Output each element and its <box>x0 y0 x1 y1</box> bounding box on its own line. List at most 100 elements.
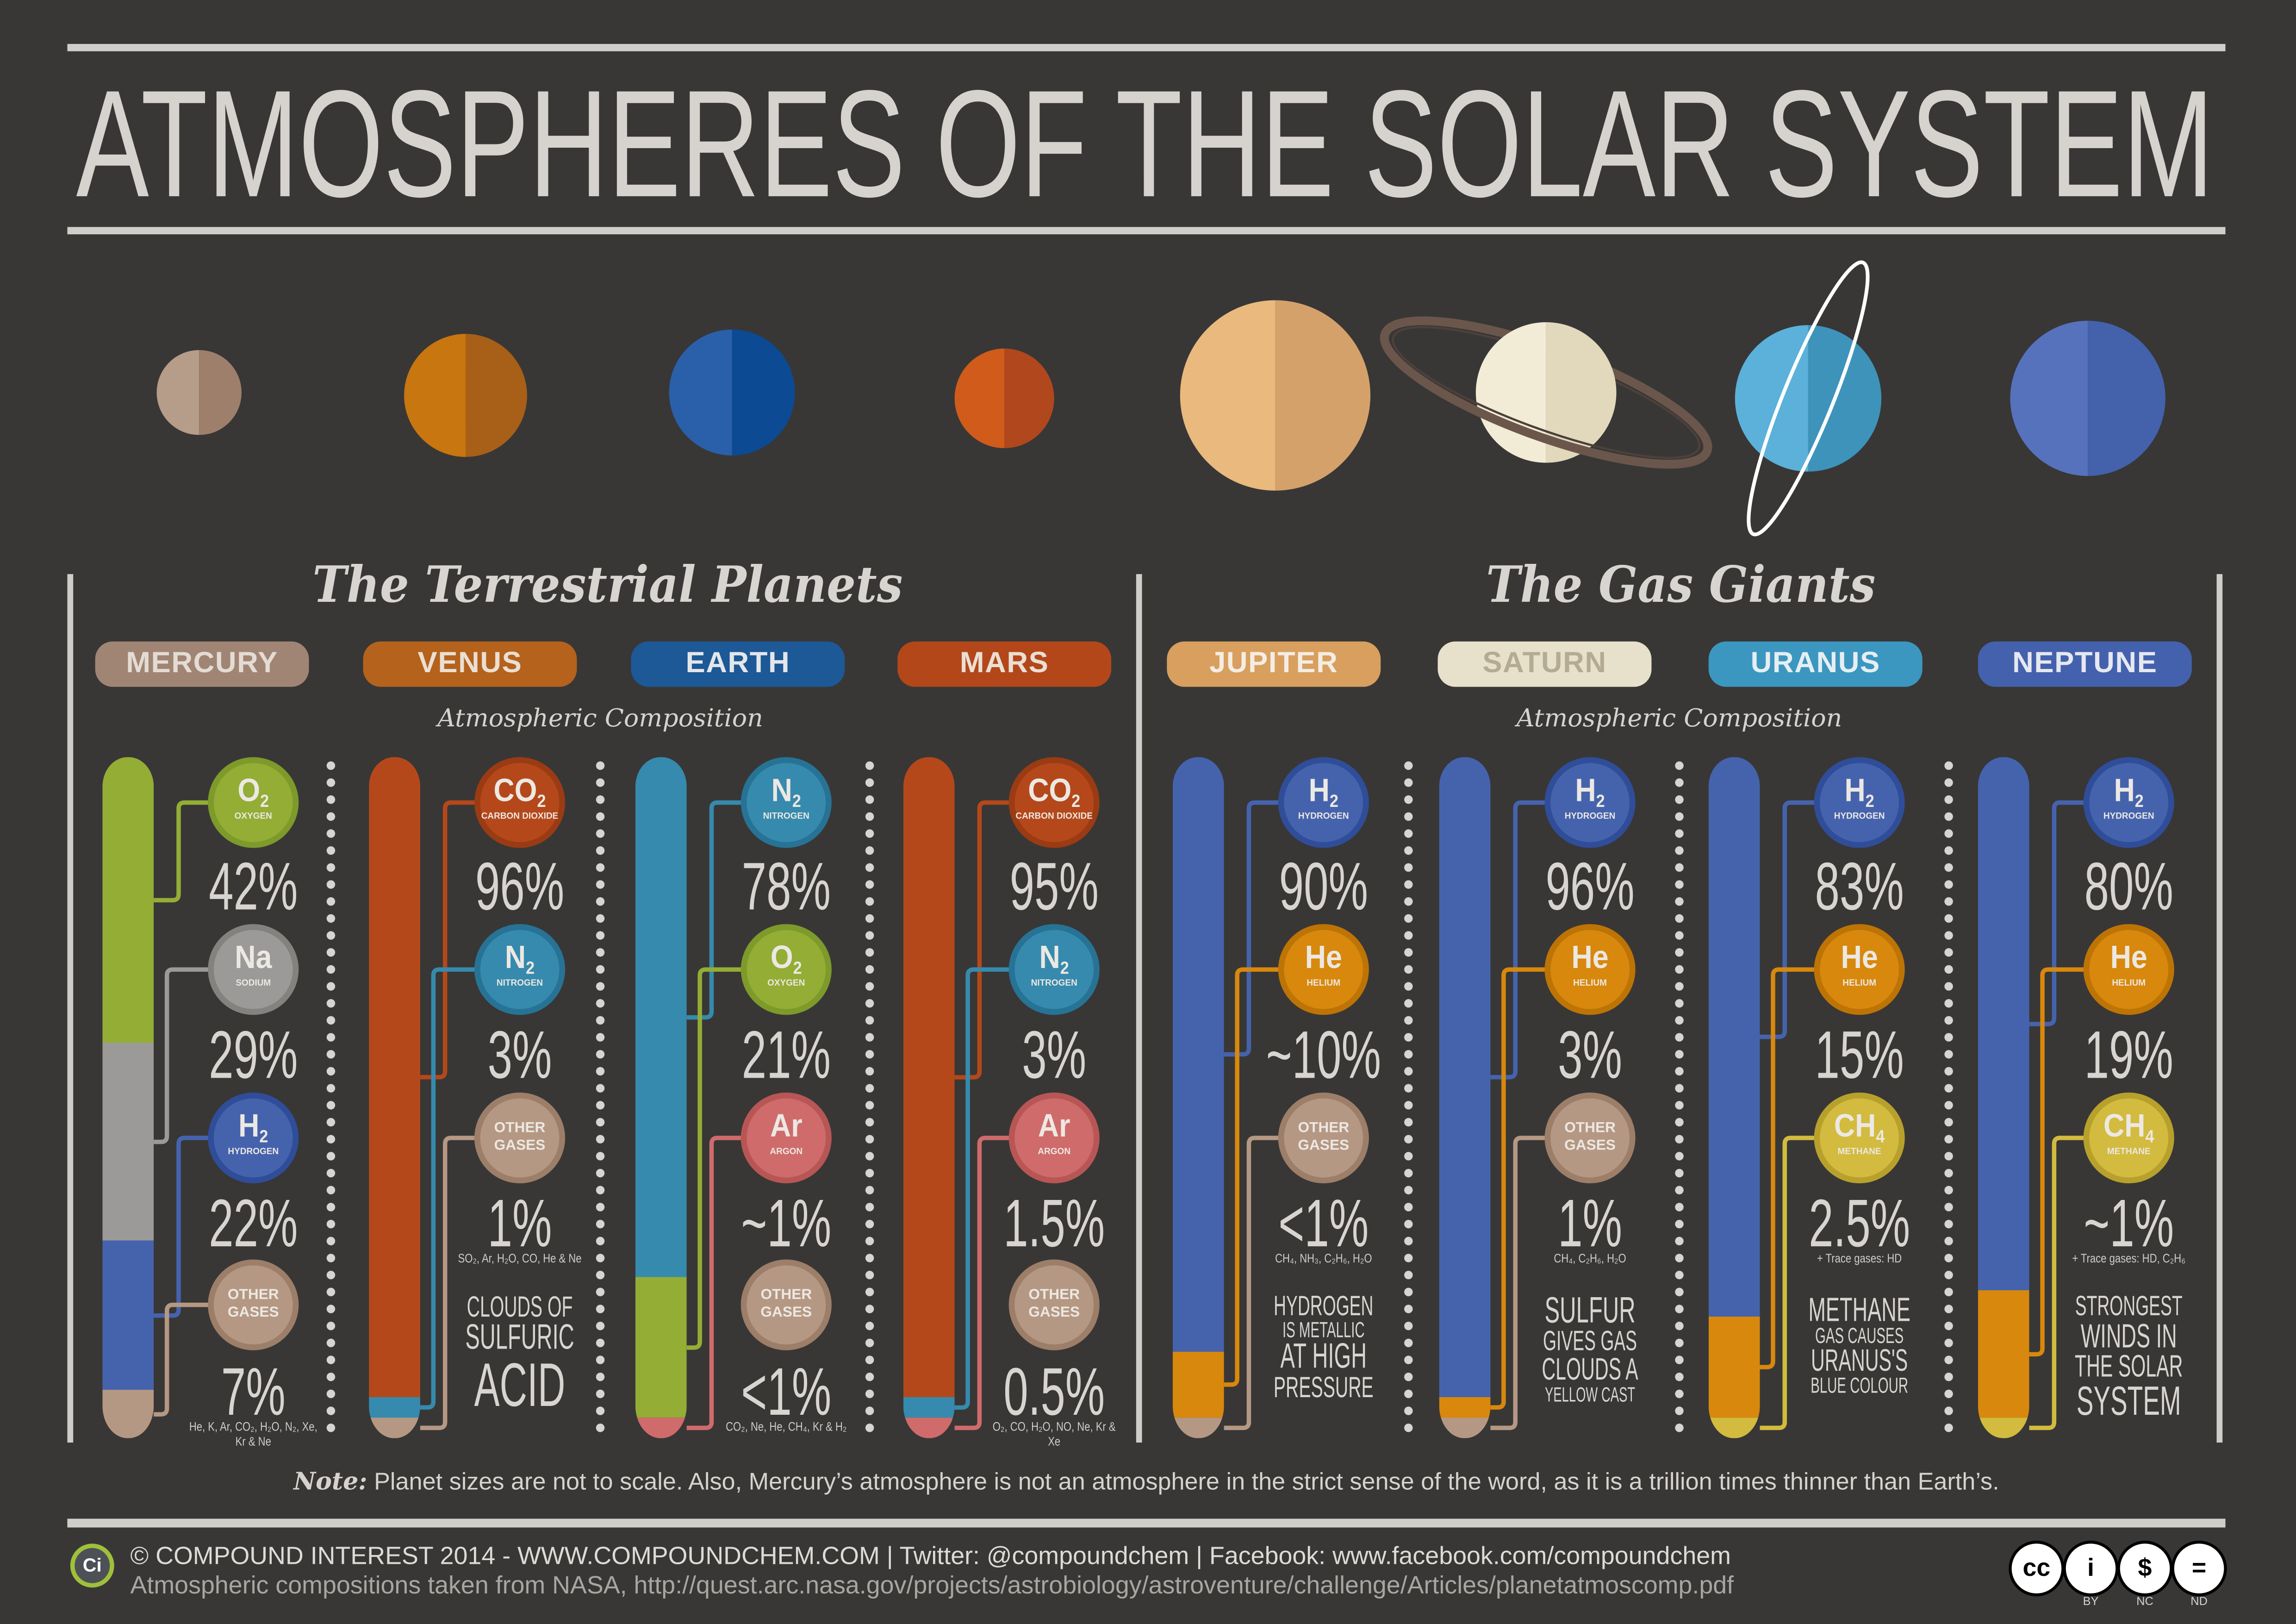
bar-segment-h2 <box>1708 757 1760 1318</box>
planet-label-mars: MARS <box>897 641 1112 687</box>
gas-symbol: He <box>1555 941 1626 974</box>
license-label: BY <box>2083 1595 2099 1608</box>
planet-venus <box>404 334 527 457</box>
gas-name: HELIUM <box>2112 980 2146 989</box>
gas-bubble-other: OTHER GASES <box>1278 1092 1369 1184</box>
gas-symbol-text: N <box>504 938 526 975</box>
footer-credit: © COMPOUND INTEREST 2014 - WWW.COMPOUNDC… <box>130 1542 1731 1570</box>
gas-name: OXYGEN <box>767 980 805 989</box>
gas-name: HYDROGEN <box>1298 812 1349 822</box>
bar-segment-na <box>102 1043 154 1242</box>
terrestrial-heading: The Terrestrial Planets <box>312 556 903 615</box>
gas-bubble-ar: Ar ARGON <box>1008 1092 1100 1184</box>
footer-source: Atmospheric compositions taken from NASA… <box>130 1571 1734 1599</box>
gas-symbol-subscript: 2 <box>2134 791 2144 812</box>
gas-name: OXYGEN <box>234 812 272 822</box>
gas-name: OTHER GASES <box>1298 1120 1350 1154</box>
planet-label-mercury: MERCURY <box>95 641 309 687</box>
gas-name: METHANE <box>2107 1148 2151 1157</box>
fact-line: SULFUR <box>1544 1290 1636 1331</box>
gas-bubble-o2: O2 OXYGEN <box>740 924 832 1015</box>
connector-other <box>1490 1136 1546 1430</box>
fact-line: THE SOLAR <box>2074 1350 2183 1384</box>
planet-label-jupiter: JUPITER <box>1167 641 1381 687</box>
planet-fact: CLOUDS OF SULFURIC ACID <box>452 1293 588 1415</box>
gas-symbol-text: He <box>1841 938 1878 975</box>
gas-symbol-subscript: 2 <box>1060 957 1069 979</box>
gas-symbol-subscript: 2 <box>793 957 802 979</box>
gas-symbol-subscript: 2 <box>1865 791 1874 812</box>
gas-bubble-co2: CO2 CARBON DIOXIDE <box>474 757 566 848</box>
planet-label-earth: EARTH <box>631 641 845 687</box>
section-divider-middle <box>1136 574 1142 1443</box>
gas-name: CARBON DIOXIDE <box>481 812 559 822</box>
gas-symbol-subscript: 2 <box>1071 791 1081 812</box>
gas-percentage: 80% <box>2084 848 2173 924</box>
gas-symbol: He <box>1288 941 1359 974</box>
gas-percentage: 96% <box>475 848 565 924</box>
connector-ch4 <box>2029 1136 2085 1430</box>
bar-segment-he <box>1439 1397 1491 1418</box>
license-icon-nc: $ <box>2117 1541 2173 1597</box>
gas-name: HELIUM <box>1307 980 1341 989</box>
gas-name: HYDROGEN <box>1564 812 1616 822</box>
bar-segment-other <box>102 1390 154 1438</box>
terrestrial-subheading: Atmospheric Composition <box>437 704 763 734</box>
connector-he <box>2029 967 2085 1357</box>
gas-name: HELIUM <box>1842 980 1877 989</box>
fact-line: WINDS IN <box>2080 1317 2177 1355</box>
gas-percentage: 1.5% <box>1003 1185 1105 1261</box>
gas-symbol: N2 <box>1019 941 1090 977</box>
gas-symbol: CH4 <box>2093 1109 2165 1145</box>
fact-line: IS METALLIC <box>1282 1318 1365 1343</box>
planet-saturn <box>1475 322 1617 463</box>
bar-segment-o2 <box>102 757 154 1044</box>
gas-name: OTHER GASES <box>494 1120 546 1154</box>
connector-ar <box>954 1136 1010 1430</box>
bar-segment-he <box>1978 1291 2029 1418</box>
gas-symbol-text: Ar <box>770 1107 803 1144</box>
gas-percentage: 2.5% <box>1809 1185 1910 1261</box>
gas-name: NITROGEN <box>763 812 809 822</box>
planet-uranus <box>1735 325 1882 472</box>
bar-segment-n2 <box>635 757 687 1279</box>
gas-percentage: 96% <box>1545 848 1635 924</box>
gas-bubble-n2: N2 NITROGEN <box>740 757 832 848</box>
bar-segment-he <box>1708 1316 1760 1418</box>
fact-line: STRONGEST <box>2075 1292 2183 1323</box>
gas-symbol-subscript: 2 <box>1596 791 1605 812</box>
gas-bubble-he: He HELIUM <box>1278 924 1369 1015</box>
gas-bubble-h2: H2 HYDROGEN <box>1544 757 1636 848</box>
gas-symbol: H2 <box>2093 774 2165 810</box>
trace-gases-note: CH₄, C₂H₆, H₂O <box>1554 1250 1626 1266</box>
gas-name: NITROGEN <box>496 980 543 989</box>
gas-bubble-h2: H2 HYDROGEN <box>1278 757 1369 848</box>
connector-o2 <box>686 967 742 1350</box>
gas-name: HYDROGEN <box>2103 812 2154 822</box>
gas-name: METHANE <box>1837 1148 1881 1157</box>
gas-symbol: N2 <box>751 774 822 810</box>
gas-percentage: 29% <box>209 1016 298 1093</box>
bar-segment-o2 <box>635 1277 687 1418</box>
bar-segment-n2 <box>903 1397 955 1418</box>
planet-mercury <box>156 350 242 435</box>
gas-symbol: O2 <box>218 774 289 810</box>
gas-percentage: 15% <box>1815 1016 1904 1093</box>
connector-h2 <box>154 1136 210 1318</box>
gas-percentage: 1% <box>1558 1185 1622 1261</box>
dotted-separator <box>1675 757 1684 1434</box>
bar-segment-h2 <box>102 1240 154 1392</box>
gas-name: ARGON <box>1038 1148 1071 1157</box>
connector-he <box>1224 967 1280 1387</box>
gas-percentage: <1% <box>741 1353 832 1430</box>
note: Note: Planet sizes are not to scale. Als… <box>68 1468 2226 1497</box>
composition-bar-earth <box>635 757 687 1438</box>
gas-percentage: 3% <box>1022 1016 1087 1093</box>
gas-symbol-text: H <box>238 1107 260 1144</box>
gas-symbol-subscript: 2 <box>259 1126 268 1147</box>
gas-giants-subheading: Atmospheric Composition <box>1516 704 1842 734</box>
bar-segment-ch4 <box>1708 1418 1760 1438</box>
gas-percentage: 0.5% <box>1003 1353 1105 1430</box>
planet-jupiter <box>1180 300 1371 491</box>
bar-segment-he <box>1172 1351 1224 1418</box>
